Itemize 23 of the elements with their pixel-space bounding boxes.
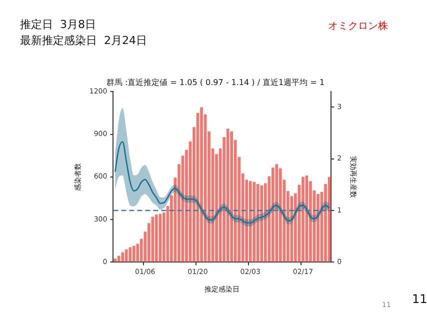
bar [230, 131, 233, 262]
bar [252, 182, 256, 262]
bar [132, 246, 136, 262]
bar [256, 184, 260, 262]
bar [260, 185, 264, 262]
bar [279, 168, 282, 262]
bar [128, 247, 132, 262]
bar [124, 249, 128, 262]
bar [155, 214, 158, 262]
bar [248, 181, 252, 262]
chart-title: 群馬 :直近推定値 = 1.05 ( 0.97 - 1.14 ) / 直近1週平均 = 1 [106, 78, 325, 87]
bar [316, 194, 320, 262]
text: 最新推定感染日 2月24日 [20, 33, 147, 48]
bar [271, 168, 274, 262]
text: 推定日 3月8日 [20, 17, 96, 32]
bar [302, 176, 304, 262]
bar [200, 107, 203, 262]
line-series [114, 141, 330, 224]
bar [121, 252, 124, 262]
text: 11 [412, 292, 427, 306]
bar [114, 258, 116, 262]
text: オミクロン株 [328, 20, 388, 33]
bar [117, 256, 120, 262]
